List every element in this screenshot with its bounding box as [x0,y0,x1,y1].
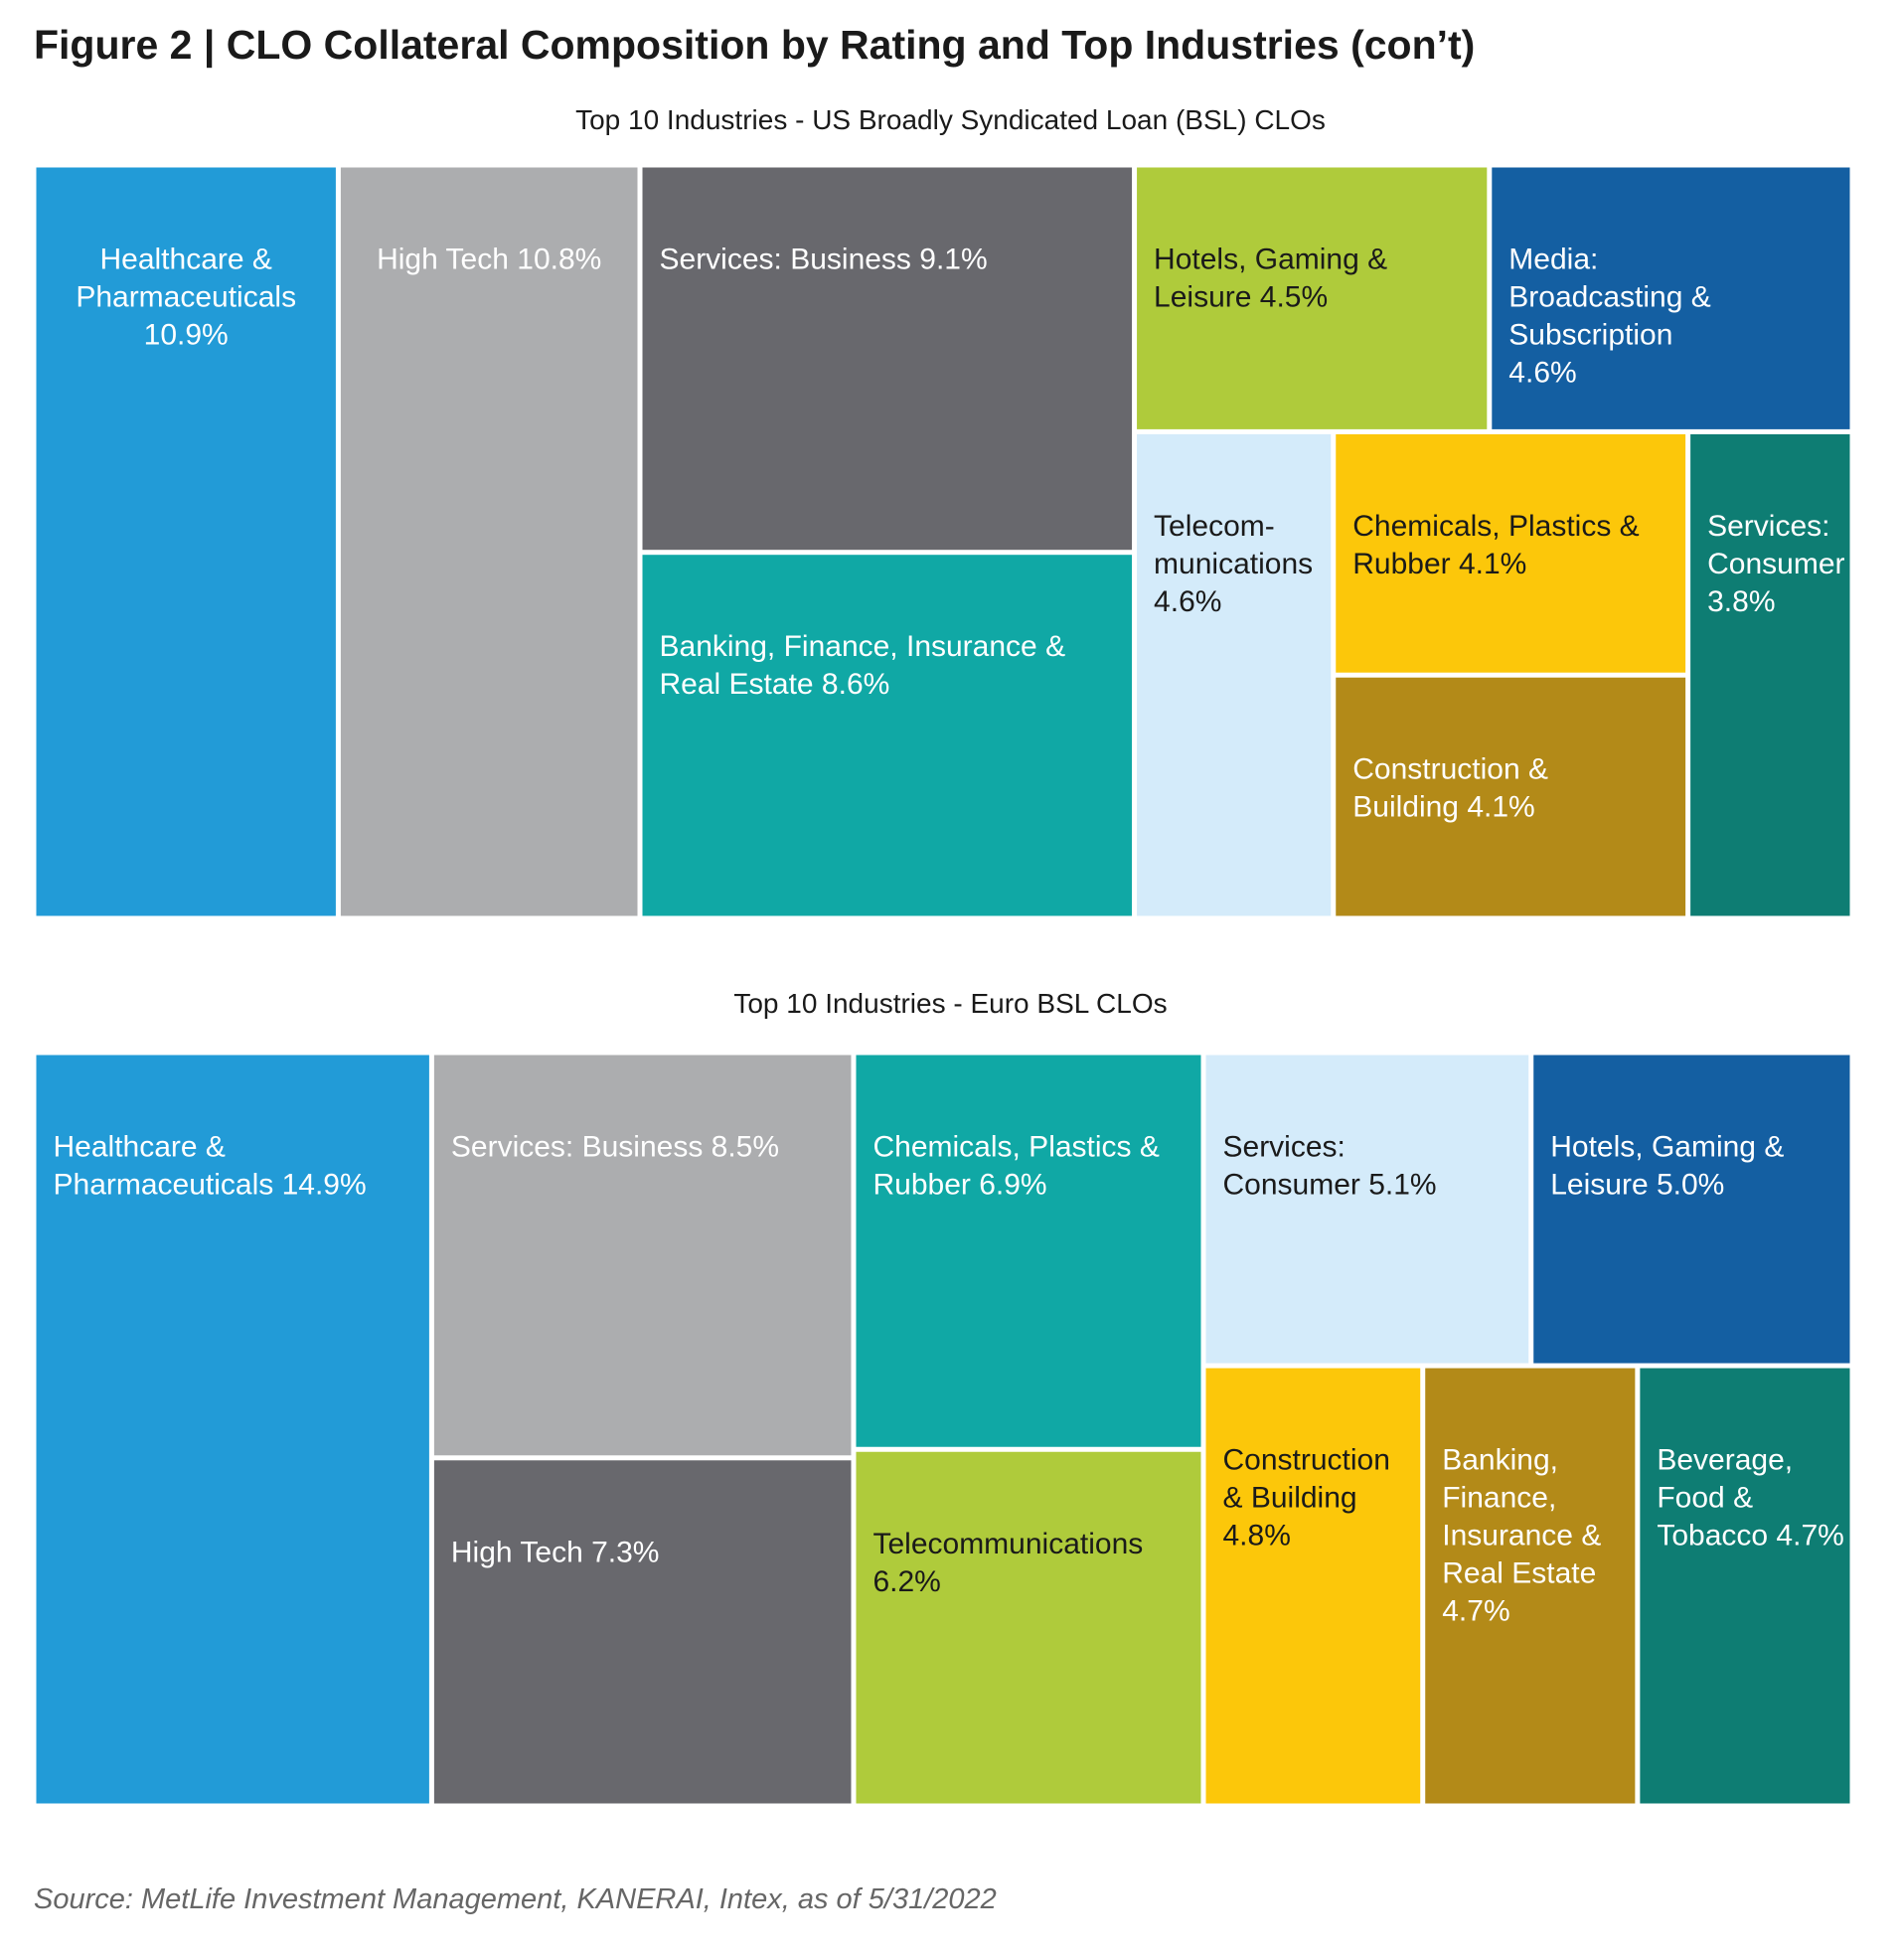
tile-label-telecommunications: 6.2% [872,1565,940,1598]
tile-label-banking-finance-insurance-real-estate: Real Estate 8.6% [660,668,890,701]
tile-rect-hotels-gaming-leisure [1137,167,1488,429]
euro-bsl-treemap: Healthcare & Pharmaceuticals 14.9% Service… [36,1055,1850,1804]
tile-construction-building: Construction & Building 4.8% [1205,1368,1421,1804]
tile-label-construction-building: Construction & [1352,753,1548,786]
tile-label-healthcare-pharmaceuticals: Healthcare & [99,244,271,276]
tile-services-business: Services: Business 8.5% [433,1055,852,1456]
tile-rect-services-business [433,1055,852,1456]
tile-rect-services-consumer [1690,433,1850,916]
tile-telecommunications: Telecom-munications 4.6% [1137,433,1332,916]
tile-rect-banking-finance-insurance-real-estate [642,555,1133,916]
tile-services-consumer: Services: Consumer 5.1% [1205,1055,1529,1364]
tile-healthcare-pharmaceuticals: Healthcare & Pharmaceuticals 14.9% [36,1055,429,1804]
tile-label-hotels-gaming-leisure: Hotels, Gaming & [1550,1131,1784,1164]
tile-high-tech: High Tech 10.8% [340,167,638,916]
source-note: Source: MetLife Investment Management, K… [34,1883,997,1915]
tile-healthcare-pharmaceuticals: Healthcare & Pharmaceuticals 10.9% [36,167,336,916]
euro-chart-title: Top 10 Industries - Euro BSL CLOs [733,988,1168,1019]
tile-label-media-broadcasting-subscription: Subscription [1508,319,1672,352]
tile-label-services-consumer: Services: [1223,1131,1346,1164]
tile-label-healthcare-pharmaceuticals: 10.9% [144,319,229,352]
us-chart-title: Top 10 Industries - US Broadly Syndicate… [575,104,1326,135]
tile-banking-finance-insurance-real-estate: Banking, Finance, Insurance & Real Estate… [642,555,1133,916]
tile-rect-telecommunications [856,1451,1201,1804]
tile-label-chemicals-plastics-rubber: Rubber 6.9% [872,1169,1046,1202]
tile-rect-services-consumer [1205,1055,1529,1364]
tile-services-business: Services: Business 9.1% [642,167,1133,551]
tile-rect-healthcare-pharmaceuticals [36,167,336,916]
tile-rect-banking-finance-insurance-real-estate [1425,1368,1636,1804]
tile-label-chemicals-plastics-rubber: Chemicals, Plastics & [1352,510,1639,543]
tile-label-chemicals-plastics-rubber: Rubber 4.1% [1352,548,1526,580]
tile-label-media-broadcasting-subscription: Media: [1508,244,1598,276]
tile-hotels-gaming-leisure: Hotels, Gaming & Leisure 5.0% [1533,1055,1850,1364]
tile-label-high-tech: High Tech 7.3% [451,1536,660,1568]
tile-rect-hotels-gaming-leisure [1533,1055,1850,1364]
tile-label-telecommunications: Telecommunications [872,1528,1143,1560]
tile-rect-high-tech [340,167,638,916]
tile-rect-beverage-food-tobacco [1640,1368,1850,1804]
tile-label-services-consumer: 3.8% [1707,585,1775,618]
tile-rect-services-business [642,167,1133,551]
tile-hotels-gaming-leisure: Hotels, Gaming & Leisure 4.5% [1137,167,1488,429]
tile-rect-healthcare-pharmaceuticals [36,1055,429,1804]
tile-label-services-consumer: Consumer [1707,548,1844,580]
us-bsl-treemap: Healthcare & Pharmaceuticals 10.9% High Tec… [36,167,1850,916]
tile-label-banking-finance-insurance-real-estate: Banking, Finance, Insurance & [660,630,1066,663]
tile-label-telecommunications: Telecom- [1154,510,1275,543]
tile-label-media-broadcasting-subscription: 4.6% [1508,357,1576,390]
tile-label-beverage-food-tobacco: Tobacco 4.7% [1657,1520,1843,1552]
tile-media-broadcasting-subscription: Media: Broadcasting & Subscription 4.6% [1492,167,1850,429]
tile-label-banking-finance-insurance-real-estate: 4.7% [1442,1595,1509,1628]
tile-label-services-consumer: Consumer 5.1% [1223,1169,1437,1202]
tile-high-tech: High Tech 7.3% [433,1460,852,1804]
tile-label-chemicals-plastics-rubber: Chemicals, Plastics & [872,1131,1159,1164]
tile-label-construction-building: Construction [1223,1444,1390,1477]
tile-label-hotels-gaming-leisure: Leisure 5.0% [1550,1169,1724,1202]
tile-label-media-broadcasting-subscription: Broadcasting & [1508,281,1710,314]
tile-label-hotels-gaming-leisure: Hotels, Gaming & [1154,244,1387,276]
tile-telecommunications: Telecommunications 6.2% [856,1451,1201,1804]
tile-rect-construction-building [1336,677,1686,916]
tile-label-healthcare-pharmaceuticals: Pharmaceuticals 14.9% [54,1169,367,1202]
figure-title: Figure 2 | CLO Collateral Composition by… [34,22,1476,68]
tile-label-banking-finance-insurance-real-estate: Finance, [1442,1482,1556,1515]
tile-construction-building: Construction & Building 4.1% [1336,677,1686,916]
tile-label-healthcare-pharmaceuticals: Healthcare & [54,1131,226,1164]
tile-rect-high-tech [433,1460,852,1804]
tile-rect-chemicals-plastics-rubber [856,1055,1201,1447]
tile-services-consumer: Services: Consumer 3.8% [1690,433,1850,916]
tile-label-telecommunications: 4.6% [1154,585,1221,618]
tile-rect-telecommunications [1137,433,1332,916]
tile-label-telecommunications: munications [1154,548,1313,580]
tile-label-healthcare-pharmaceuticals: Pharmaceuticals [76,281,296,314]
tile-label-hotels-gaming-leisure: Leisure 4.5% [1154,281,1328,314]
tile-label-banking-finance-insurance-real-estate: Insurance & [1442,1520,1601,1552]
tile-rect-construction-building [1205,1368,1421,1804]
tile-label-construction-building: & Building [1223,1482,1357,1515]
tile-rect-chemicals-plastics-rubber [1336,433,1686,673]
tile-label-services-consumer: Services: [1707,510,1829,543]
tile-chemicals-plastics-rubber: Chemicals, Plastics & Rubber 6.9% [856,1055,1201,1447]
tile-label-high-tech: High Tech 10.8% [377,244,601,276]
tile-label-construction-building: 4.8% [1223,1520,1291,1552]
tile-label-construction-building: Building 4.1% [1352,791,1534,824]
tile-beverage-food-tobacco: Beverage, Food & Tobacco 4.7% [1640,1368,1850,1804]
tile-label-services-business: Services: Business 9.1% [660,244,988,276]
tile-label-services-business: Services: Business 8.5% [451,1131,779,1164]
tile-label-banking-finance-insurance-real-estate: Banking, [1442,1444,1558,1477]
tile-label-beverage-food-tobacco: Food & [1657,1482,1753,1515]
tile-label-banking-finance-insurance-real-estate: Real Estate [1442,1557,1596,1590]
tile-chemicals-plastics-rubber: Chemicals, Plastics & Rubber 4.1% [1336,433,1686,673]
tile-rect-media-broadcasting-subscription [1492,167,1850,429]
tile-banking-finance-insurance-real-estate: Banking, Finance, Insurance & Real Estate 4.… [1425,1368,1636,1804]
tile-label-beverage-food-tobacco: Beverage, [1657,1444,1793,1477]
